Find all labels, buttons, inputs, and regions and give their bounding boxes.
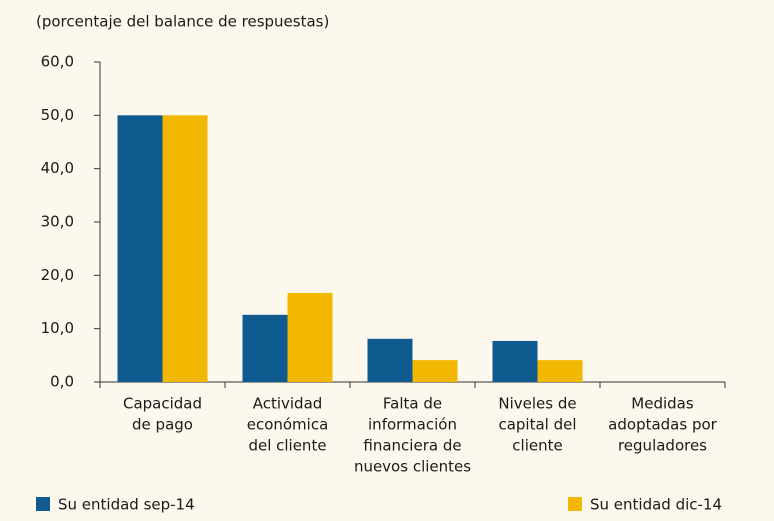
chart-subtitle: (porcentaje del balance de respuestas) (36, 13, 329, 31)
y-tick-label: 40,0 (41, 159, 74, 177)
x-tick-label: financiera de (363, 437, 461, 455)
x-tick-label: de pago (132, 416, 193, 434)
bar (117, 115, 163, 382)
bar (242, 314, 288, 382)
y-tick-label: 50,0 (41, 106, 74, 124)
y-tick-label: 20,0 (41, 266, 74, 284)
y-tick-label: 0,0 (50, 373, 74, 391)
x-tick-label: económica (247, 416, 329, 434)
legend-label: Su entidad sep-14 (58, 496, 195, 514)
x-tick-label: adoptadas por (608, 416, 717, 434)
x-tick-label: Capacidad (123, 395, 202, 413)
bar (537, 360, 583, 382)
bar (162, 115, 208, 382)
x-tick-label: Medidas (631, 395, 694, 413)
legend-swatch (36, 497, 50, 511)
x-tick-label: información (368, 416, 457, 434)
x-tick-label: capital del (498, 416, 576, 434)
y-tick-label: 30,0 (41, 213, 74, 231)
x-tick-label: reguladores (618, 437, 707, 455)
x-tick-label: Niveles de (498, 395, 576, 413)
legend-label: Su entidad dic-14 (590, 496, 722, 514)
bar (367, 338, 413, 382)
x-tick-label: Falta de (383, 395, 442, 413)
x-tick-label: Actividad (253, 395, 323, 413)
bar (287, 292, 333, 382)
legend-swatch (568, 497, 582, 511)
y-tick-label: 10,0 (41, 319, 74, 337)
y-tick-label: 60,0 (41, 53, 74, 71)
x-tick-label: del cliente (248, 437, 326, 455)
bar (492, 340, 538, 382)
x-tick-label: nuevos clientes (354, 458, 471, 476)
x-tick-label: cliente (512, 437, 562, 455)
bar (412, 360, 458, 382)
